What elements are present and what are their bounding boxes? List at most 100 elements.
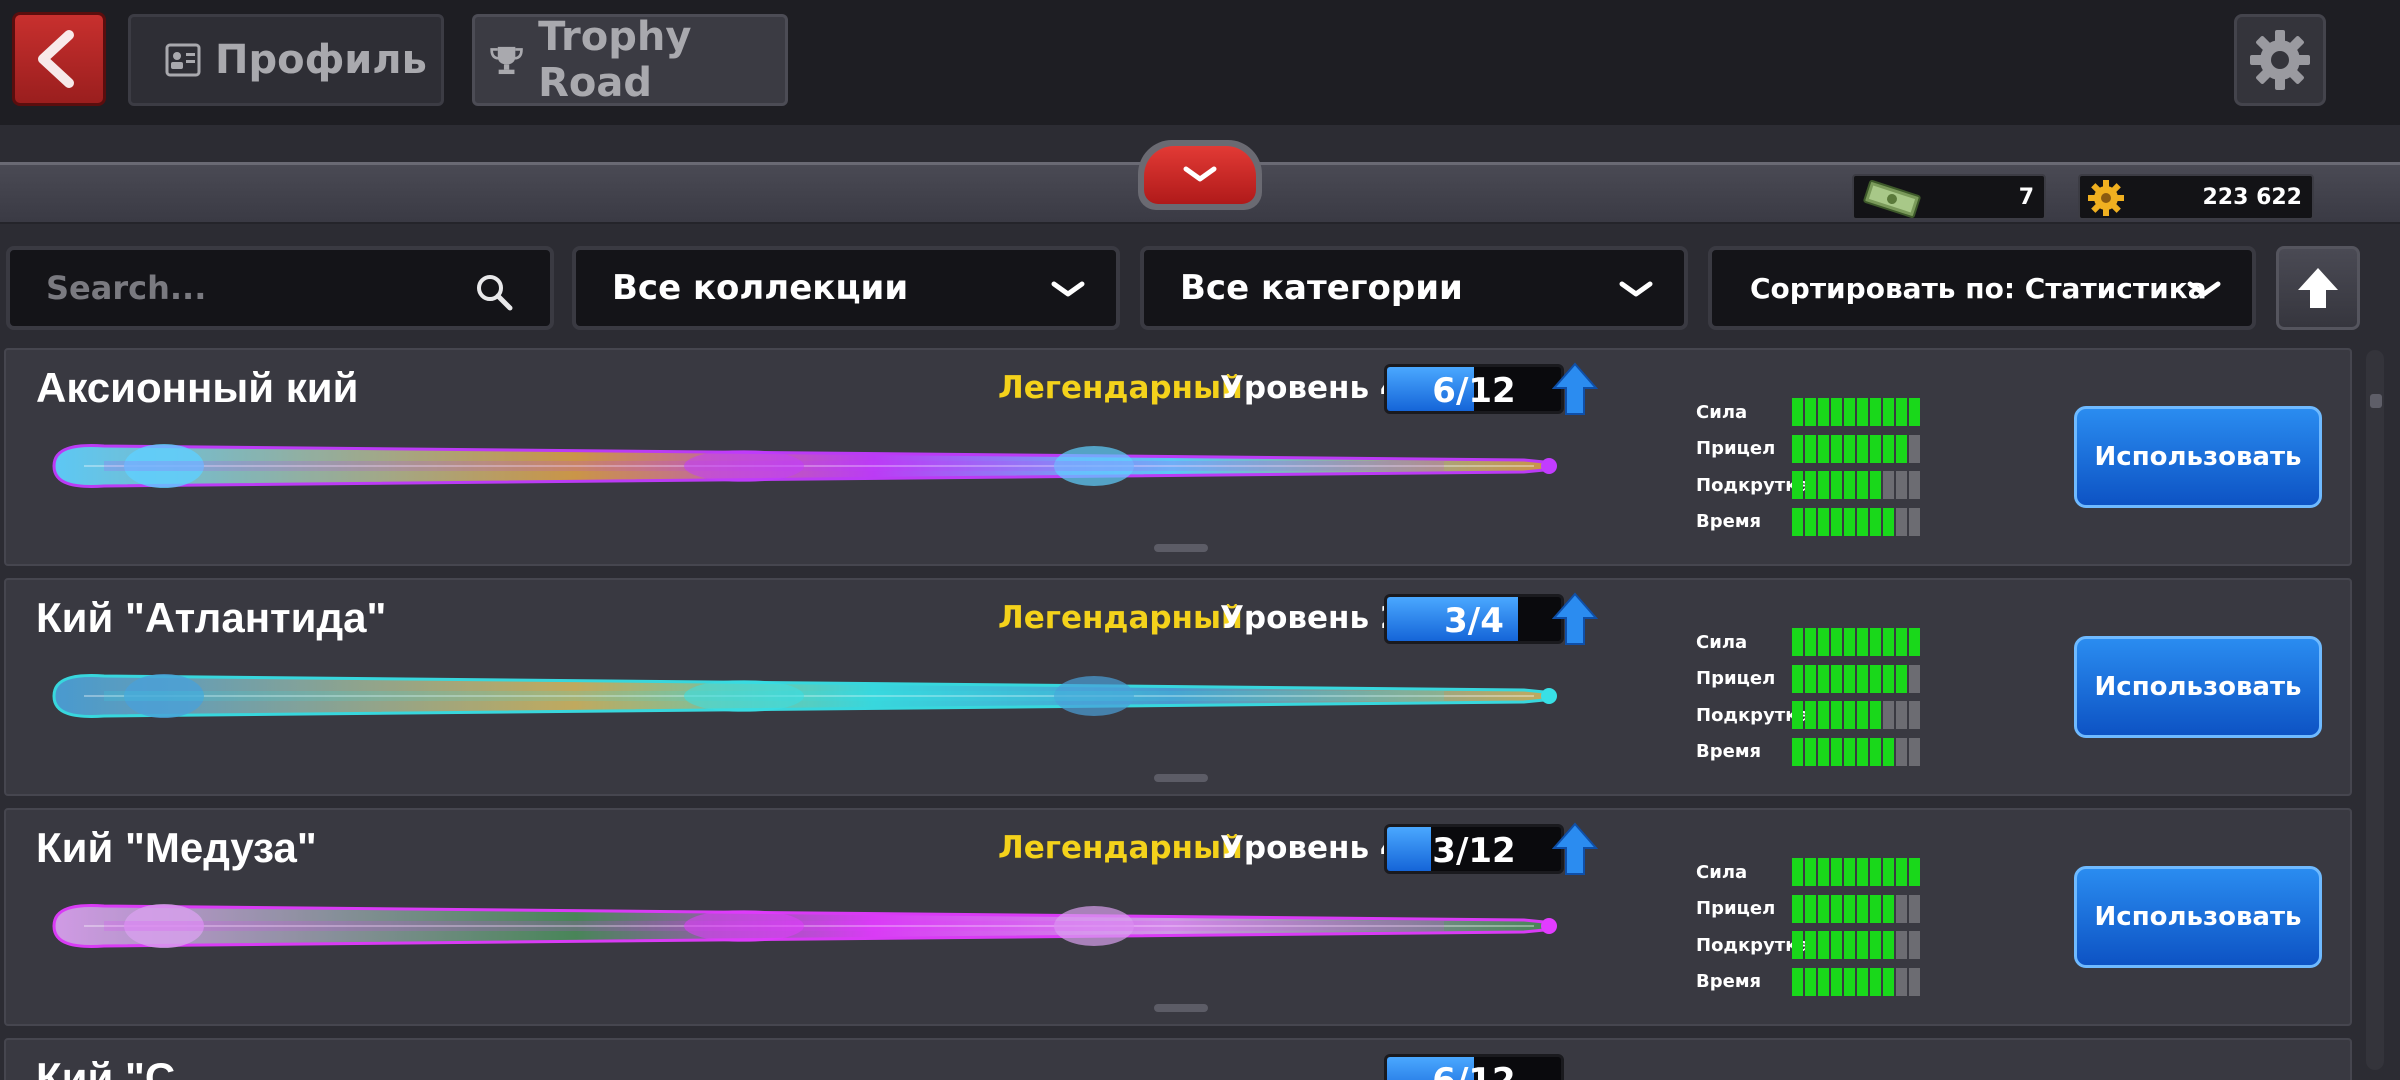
cue-image [52, 674, 1557, 718]
collapse-button[interactable] [1138, 140, 1262, 210]
stat-segment [1896, 434, 1907, 463]
stat-segment [1831, 471, 1842, 500]
stat-bar [1792, 894, 1920, 923]
collections-dropdown[interactable]: Все коллекции [572, 246, 1120, 330]
use-button[interactable]: Использовать [2074, 636, 2322, 738]
upgrade-arrow-icon[interactable] [1552, 362, 1598, 416]
expand-handle[interactable] [1154, 774, 1208, 782]
stat-segment [1792, 664, 1803, 693]
stat-segment [1844, 858, 1855, 887]
stat-segment [1857, 967, 1868, 996]
settings-button[interactable] [2234, 14, 2326, 106]
stat-segment [1792, 931, 1803, 960]
stat-label: Прицел [1696, 898, 1776, 920]
stat-segment [1805, 507, 1816, 536]
stat-label: Сила [1696, 631, 1748, 653]
stat-segment [1792, 507, 1803, 536]
cue-card[interactable]: Кий "Медуза" Легендарный Уровень 4 3/12 [4, 808, 2352, 1026]
stat-segment [1792, 628, 1803, 657]
stat-segment [1805, 931, 1816, 960]
stat-row: Прицел [1696, 661, 1920, 698]
stat-segment [1792, 398, 1803, 427]
stat-segment [1857, 931, 1868, 960]
stat-label: Время [1696, 741, 1762, 763]
rarity-label: Легендарный [998, 600, 1243, 636]
categories-value: Все категории [1180, 268, 1463, 308]
level-label: Уровень 2 [1220, 600, 1402, 636]
progress-text: 3/4 [1444, 601, 1504, 641]
cue-card-partial[interactable]: Кий "С 6/12 [4, 1038, 2352, 1080]
stat-label: Сила [1696, 861, 1748, 883]
chevron-down-icon [1183, 166, 1217, 182]
stat-segment [1896, 398, 1907, 427]
cue-card[interactable]: Кий "Атлантида" Легендарный Уровень 2 3/… [4, 578, 2352, 796]
stat-segment [1896, 471, 1907, 500]
expand-handle[interactable] [1154, 1004, 1208, 1012]
use-button[interactable]: Использовать [2074, 866, 2322, 968]
tab-profile-label: Профиль [215, 37, 427, 83]
stat-segment [1818, 737, 1829, 766]
stat-segment [1883, 628, 1894, 657]
cue-stats: Сила Прицел Подкрутка Время [1696, 854, 1920, 1000]
stat-row: Прицел [1696, 891, 1920, 928]
back-button[interactable] [12, 12, 106, 106]
scrollbar-thumb[interactable] [2370, 394, 2382, 408]
chevron-left-icon [38, 30, 74, 88]
progress-fill [1387, 597, 1518, 641]
categories-dropdown[interactable]: Все категории [1140, 246, 1688, 330]
stat-row: Сила [1696, 854, 1920, 891]
cue-card[interactable]: Аксионный кий Легендарный Уровень 4 6/12 [4, 348, 2352, 566]
sort-dropdown[interactable]: Сортировать по: Статистика [1708, 246, 2256, 330]
stat-segment [1883, 894, 1894, 923]
stat-bar [1792, 737, 1920, 766]
stat-row: Сила [1696, 394, 1920, 431]
use-button[interactable]: Использовать [2074, 406, 2322, 508]
stat-bar [1792, 398, 1920, 427]
stat-segment [1857, 434, 1868, 463]
cue-name: Кий "Медуза" [36, 824, 317, 871]
stat-row: Подкрутка [1696, 467, 1920, 504]
scrollbar[interactable] [2366, 350, 2384, 1070]
stat-segment [1805, 471, 1816, 500]
stat-segment [1883, 931, 1894, 960]
stat-segment [1870, 398, 1881, 427]
stat-segment [1870, 434, 1881, 463]
stat-segment [1844, 434, 1855, 463]
stat-bar [1792, 931, 1920, 960]
stat-bar [1792, 858, 1920, 887]
stat-segment [1857, 628, 1868, 657]
upgrade-arrow-icon[interactable] [1552, 822, 1598, 876]
stat-segment [1870, 471, 1881, 500]
stat-segment [1909, 471, 1920, 500]
stat-label: Подкрутка [1696, 934, 1810, 956]
stat-row: Сила [1696, 624, 1920, 661]
stat-segment [1870, 931, 1881, 960]
stat-segment [1831, 858, 1842, 887]
stat-segment [1831, 398, 1842, 427]
stat-segment [1909, 701, 1920, 730]
tab-trophy-road[interactable]: Trophy Road [472, 14, 788, 106]
stat-segment [1844, 894, 1855, 923]
cue-name: Кий "Атлантида" [36, 594, 387, 641]
stat-segment [1818, 664, 1829, 693]
upgrade-arrow-icon[interactable] [1552, 592, 1598, 646]
search-placeholder: Search... [46, 269, 207, 307]
cue-artwork [44, 416, 1564, 520]
stat-segment [1831, 701, 1842, 730]
sort-direction-button[interactable] [2276, 246, 2360, 330]
trophy-icon [490, 46, 523, 75]
tab-profile[interactable]: Профиль [128, 14, 444, 106]
stat-segment [1909, 858, 1920, 887]
search-input[interactable]: Search... [6, 246, 554, 330]
stat-row: Подкрутка [1696, 697, 1920, 734]
expand-handle[interactable] [1154, 544, 1208, 552]
stat-segment [1844, 398, 1855, 427]
stat-segment [1818, 967, 1829, 996]
stat-segment [1805, 858, 1816, 887]
stat-segment [1896, 664, 1907, 693]
stat-segment [1883, 967, 1894, 996]
rarity-label: Легендарный [998, 830, 1243, 866]
cue-stats: Сила Прицел Подкрутка Время [1696, 394, 1920, 540]
stat-segment [1909, 664, 1920, 693]
progress-text: 3/12 [1432, 831, 1516, 871]
